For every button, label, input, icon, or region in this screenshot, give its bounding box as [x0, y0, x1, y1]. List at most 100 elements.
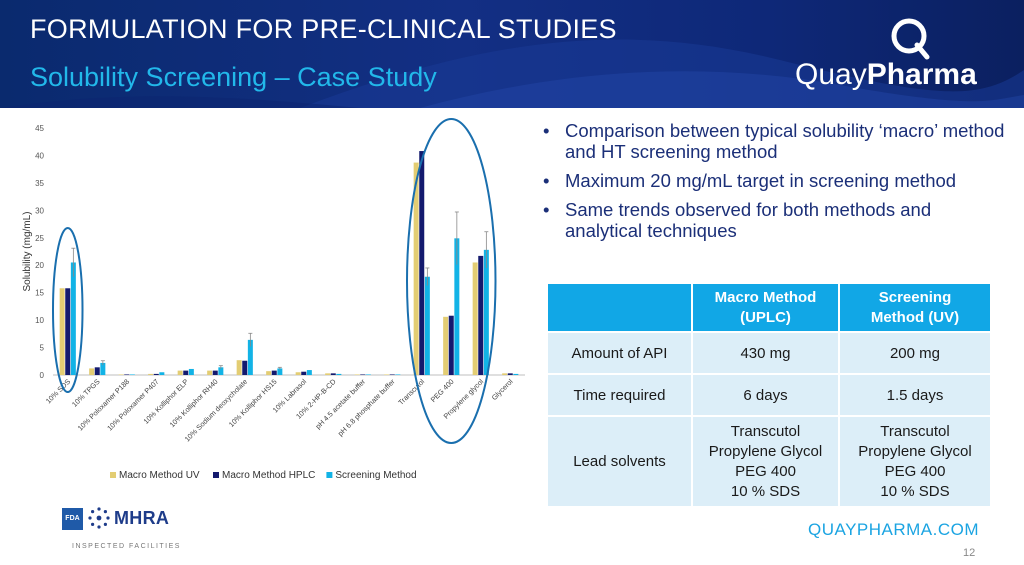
x-tick-label: 10% Poloxamer P407 — [105, 377, 161, 433]
bar-macro-method-hplc — [389, 374, 395, 375]
y-tick-label: 30 — [35, 206, 44, 215]
lead-solvent: PEG 400 — [884, 462, 946, 480]
bar-macro-method-hplc — [212, 370, 218, 375]
table-cell: Transcutol Propylene Glycol PEG 400 10 %… — [693, 417, 838, 506]
bullet-dot-icon: • — [543, 199, 550, 220]
legend-label: Macro Method HPLC — [222, 470, 315, 481]
footer-url-link[interactable]: QUAYPHARMA.COM — [808, 520, 980, 539]
y-tick-label: 35 — [35, 179, 44, 188]
table-header-screening: Screening Method (UV) — [840, 284, 990, 331]
x-tick-label: 10% Poloxamer P188 — [76, 377, 132, 433]
logo-wordmark: QuayPharma — [795, 58, 977, 92]
bar-macro-method-uv — [443, 316, 449, 375]
bar-screening-method — [483, 249, 489, 375]
bullet-text: Maximum 20 mg/mL target in screening met… — [565, 170, 957, 191]
y-tick-label: 10 — [35, 316, 44, 325]
y-tick-label: 5 — [40, 344, 45, 353]
bar-macro-method-uv — [236, 360, 242, 375]
y-tick-label: 45 — [35, 124, 44, 133]
x-tick-label: pH 4.5 acetate buffer — [313, 377, 367, 431]
bar-macro-method-uv — [502, 373, 508, 375]
table-header-row: Macro Method (UPLC) Screening Method (UV… — [548, 284, 990, 331]
bar-macro-method-uv — [354, 374, 360, 375]
y-tick-label: 25 — [35, 234, 44, 243]
bar-screening-method — [365, 374, 371, 375]
bar-screening-method — [277, 368, 283, 375]
x-tick-label: PEG 400 — [429, 377, 456, 404]
table-cell: 1.5 days — [840, 375, 990, 415]
table-cell: 200 mg — [840, 333, 990, 373]
y-axis-label: Solubility (mg/mL) — [22, 211, 33, 291]
bullet-dot-icon: • — [543, 170, 550, 191]
bullet-list: • Comparison between typical solubility ‘… — [543, 120, 1013, 249]
slide-header: FORMULATION FOR PRE-CLINICAL STUDIES Sol… — [0, 0, 1024, 108]
bullet-item: • Same trends observed for both methods a… — [543, 199, 1013, 241]
lead-solvent: PEG 400 — [735, 462, 796, 480]
bullet-dot-icon: • — [543, 120, 550, 141]
table-row: Lead solvents Transcutol Propylene Glyco… — [548, 417, 990, 506]
lead-solvent: 10 % SDS — [880, 482, 950, 500]
bar-screening-method — [513, 373, 519, 375]
lead-solvent: Propylene Glycol — [858, 442, 972, 460]
lead-solvent: 10 % SDS — [730, 482, 801, 500]
bar-macro-method-hplc — [94, 367, 100, 375]
table-row-label: Amount of API — [548, 333, 691, 373]
bar-macro-method-hplc — [183, 370, 189, 375]
bar-macro-method-hplc — [507, 373, 513, 375]
legend-label: Screening Method — [335, 470, 416, 481]
bullet-item: • Maximum 20 mg/mL target in screening me… — [543, 170, 1013, 191]
bar-macro-method-uv — [325, 373, 331, 375]
bar-macro-method-hplc — [124, 374, 130, 375]
bar-macro-method-uv — [89, 368, 95, 375]
bar-macro-method-hplc — [65, 288, 71, 375]
legend-swatch — [326, 472, 333, 478]
bar-macro-method-uv — [266, 371, 272, 375]
mhra-emblem-icon — [88, 507, 110, 529]
table-header-screening-text: Screening Method (UV) — [870, 288, 960, 326]
highlight-ellipse-sds — [52, 227, 84, 393]
logo-text-bold: Pharma — [866, 58, 977, 91]
bar-macro-method-hplc — [153, 373, 159, 375]
bar-screening-method — [395, 374, 401, 375]
table-header-empty — [548, 284, 691, 331]
bar-screening-method — [218, 367, 224, 375]
bar-macro-method-hplc — [448, 315, 454, 375]
bar-screening-method — [247, 339, 253, 375]
highlight-ellipse-solvents — [406, 118, 497, 444]
bar-screening-method — [336, 373, 342, 375]
bullet-text: Same trends observed for both methods an… — [565, 199, 932, 241]
bar-macro-method-hplc — [271, 370, 277, 375]
bar-screening-method — [129, 374, 135, 375]
x-tick-label: pH 6.8 phosphate buffer — [336, 377, 397, 438]
solubility-chart-svg: 0 5 10 15 20 25 30 35 40 45 Solubility (mg/mL) 10% … — [22, 118, 525, 481]
bar-macro-method-uv — [207, 370, 213, 375]
x-tick-label: Glycerol — [490, 377, 515, 402]
legend-swatch — [213, 472, 219, 478]
table-header-macro-text: Macro Method (UPLC) — [714, 288, 817, 326]
mhra-logo-text: MHRA — [114, 508, 170, 528]
bullet-text: Comparison between typical solubility ‘m… — [565, 120, 1005, 162]
bar-screening-method — [306, 370, 312, 375]
bar-macro-method-hplc — [330, 373, 336, 375]
table-row-label: Time required — [548, 375, 691, 415]
bar-screening-method — [159, 372, 165, 375]
inspected-facilities-label: INSPECTED FACILITIES — [72, 543, 181, 550]
fda-logo: FDA — [62, 508, 83, 530]
table-cell: 430 mg — [693, 333, 838, 373]
lead-solvent: Transcutol — [730, 422, 801, 440]
bar-macro-method-hplc — [419, 151, 425, 375]
bullet-item: • Comparison between typical solubility ‘… — [543, 120, 1013, 162]
bar-screening-method — [424, 276, 430, 375]
bar-screening-method — [188, 368, 194, 375]
y-tick-label: 40 — [35, 151, 44, 160]
lead-solvent: Propylene Glycol — [708, 442, 823, 460]
bar-macro-method-uv — [118, 374, 124, 375]
table-row: Amount of API 430 mg 200 mg — [548, 333, 990, 373]
lead-solvent: Transcutol — [880, 422, 950, 440]
page-number: 12 — [963, 547, 976, 559]
bar-macro-method-uv — [177, 370, 183, 375]
slide-subtitle: Solubility Screening – Case Study — [30, 62, 437, 92]
header-wave-decoration — [0, 39, 1024, 108]
comparison-table: Macro Method (UPLC) Screening Method (UV… — [546, 282, 992, 508]
bar-macro-method-uv — [148, 373, 154, 375]
